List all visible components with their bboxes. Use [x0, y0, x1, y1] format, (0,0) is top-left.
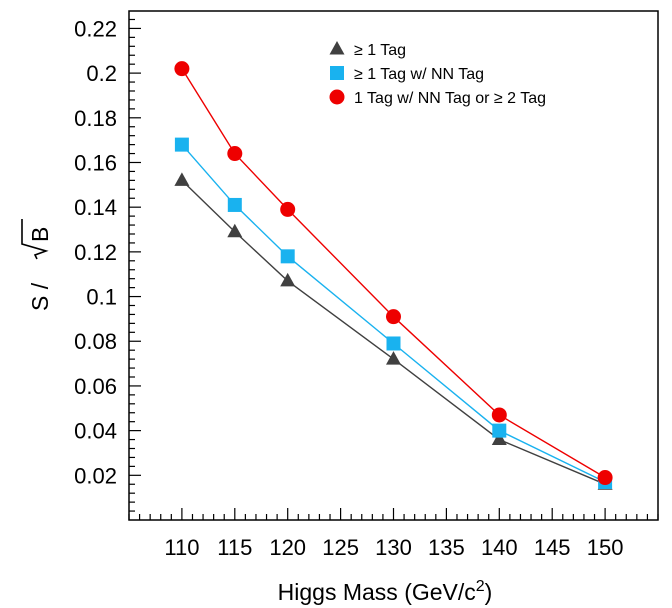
legend: ≥ 1 Tag ≥ 1 Tag w/ NN Tag 1 Tag w/ NN Tag …: [329, 41, 546, 107]
legend-label: ≥ 1 Tag: [354, 42, 406, 59]
data-point: [227, 197, 242, 212]
data-point: [174, 172, 190, 186]
legend-circle-icon: [329, 89, 345, 105]
data-point: [386, 336, 401, 351]
data-point: [386, 351, 401, 365]
y-tick-label: 0.04: [74, 419, 117, 444]
data-point: [227, 146, 243, 162]
y-axis-title: S / B: [21, 219, 53, 311]
y-tick-label: 0.22: [74, 16, 117, 41]
x-tick-label: 145: [534, 535, 571, 560]
data-point: [227, 223, 243, 238]
x-tick-label: 110: [164, 535, 199, 560]
legend-item: ≥ 1 Tag: [329, 41, 406, 59]
data-point: [386, 309, 401, 325]
series-line: [181, 144, 606, 483]
y-tick-label: 0.02: [74, 463, 117, 488]
y-tick-label: 0.06: [74, 374, 117, 399]
series-triangle: [174, 172, 613, 490]
data-point: [280, 201, 296, 217]
legend-item: 1 Tag w/ NN Tag or ≥ 2 Tag: [329, 89, 546, 107]
x-tick-label: 130: [375, 535, 412, 560]
data-point: [174, 61, 190, 77]
y-tick-label: 0.14: [74, 195, 117, 220]
x-tick-label: 140: [481, 535, 518, 560]
axis-tick-labels: 110 115 120 125 130 135 140 145 150 0.02 0.04 0.06 0…: [74, 16, 623, 560]
y-tick-label: 0.2: [86, 61, 117, 86]
y-tick-label: 0.18: [74, 106, 117, 131]
x-tick-label: 125: [322, 535, 359, 560]
legend-triangle-icon: [329, 41, 345, 55]
legend-label: ≥ 1 Tag w/ NN Tag: [354, 66, 484, 83]
plot-frame: [128, 10, 659, 521]
y-tick-label: 0.1: [86, 285, 117, 310]
sqrt-radical-icon: [21, 219, 49, 260]
x-tick-label: 115: [217, 535, 252, 560]
data-point: [492, 423, 507, 438]
y-tick-label: 0.08: [74, 329, 117, 354]
data-point: [597, 470, 613, 486]
legend-item: ≥ 1 Tag w/ NN Tag: [330, 66, 484, 83]
y-tick-label: 0.16: [74, 150, 117, 175]
x-axis-title: Higgs Mass (GeV/c2): [278, 578, 493, 605]
y-axis-title-sqrt-arg: B: [27, 227, 53, 242]
series-circle: [174, 61, 613, 486]
data-point: [280, 249, 295, 264]
x-tick-label: 135: [428, 535, 465, 560]
data-point: [491, 431, 507, 446]
y-tick-label: 0.12: [74, 240, 117, 265]
series-line: [181, 179, 606, 485]
x-tick-label: 120: [269, 535, 306, 560]
legend-label: 1 Tag w/ NN Tag or ≥ 2 Tag: [354, 90, 546, 107]
series-layer: [174, 61, 613, 490]
x-axis-title-text: Higgs Mass (GeV/c: [278, 579, 476, 605]
data-point: [280, 272, 296, 287]
x-axis-title-close: ): [485, 579, 493, 605]
x-tick-label: 150: [587, 535, 624, 560]
axis-ticks: [128, 18, 659, 520]
data-point: [174, 137, 189, 152]
y-axis-title-text: S /: [27, 282, 53, 311]
x-axis-title-superscript: 2: [476, 578, 485, 595]
legend-square-icon: [330, 66, 344, 80]
data-point: [491, 407, 507, 423]
series-line: [181, 68, 606, 479]
